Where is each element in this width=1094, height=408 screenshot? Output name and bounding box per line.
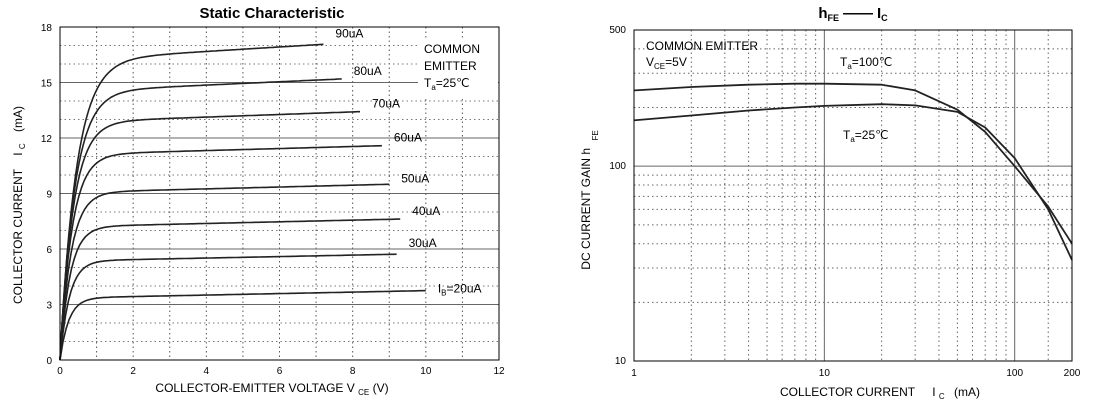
chart1-curve (59, 144, 382, 361)
chart2-ylabel-text: DC CURRENT GAIN h (579, 148, 593, 270)
chart1-ytick-label: 3 (46, 301, 52, 312)
chart1-curve-label: 80uA (354, 64, 382, 78)
chart1-title: Static Characteristic (199, 5, 344, 22)
chart1-xlabel-sub: CE (358, 388, 369, 397)
chart1-curve-label: 60uA (394, 131, 422, 145)
chart1-ytick-label: 12 (41, 134, 53, 145)
chart2-tick-labels: 1 10 100 200 10 100 500 (609, 25, 1080, 379)
chart1-xtick-label: 4 (204, 366, 210, 377)
static-characteristic-chart: Static Characteristic 0 2 4 6 8 10 12 0 3 6 9 12 15 1… (11, 5, 505, 398)
chart1-grid (60, 27, 499, 360)
chart2-ytick-label: 10 (615, 356, 627, 367)
chart1-ytick-label: 0 (46, 356, 52, 367)
chart1-ytick-label: 9 (46, 190, 52, 201)
chart1-ylabel-symbol-sub: C (18, 143, 27, 149)
chart1-plot-frame (59, 26, 500, 361)
chart1-xlabel-unit: (V) (373, 381, 389, 395)
chart1-curve-label: IB=20uA (438, 282, 482, 298)
chart1-tick-labels: 0 2 4 6 8 10 12 0 3 6 9 12 15 18 (41, 23, 505, 377)
chart1-curve-label: 50uA (401, 171, 429, 185)
chart1-cond-line3: Ta=25℃ (424, 76, 470, 92)
chart1-curve (59, 110, 360, 361)
chart2-xtick-label: 200 (1064, 368, 1081, 379)
chart1-ytick-label: 15 (41, 79, 53, 90)
chart1-cond-line1: COMMON (424, 42, 480, 56)
chart1-xtick-label: 10 (420, 366, 432, 377)
chart1-xtick-label: 6 (277, 366, 283, 377)
chart2-x-axis-label: COLLECTOR CURRENT I C (mA) (780, 385, 980, 402)
chart1-curve (59, 78, 342, 361)
chart1-curve-label: 30uA (409, 236, 437, 250)
chart2-curve-label: Ta=25℃ (843, 128, 889, 144)
chart2-xlabel-symbol: I (932, 385, 935, 399)
chart1-xtick-label: 0 (57, 366, 63, 377)
chart2-ytick-label: 500 (609, 25, 626, 36)
chart1-xtick-label: 12 (493, 366, 505, 377)
chart2-ytick-label: 100 (609, 161, 626, 172)
chart1-curve-label: 40uA (412, 204, 440, 218)
chart1-xtick-label: 8 (350, 366, 356, 377)
chart2-xtick-label: 10 (819, 368, 831, 379)
chart1-curve (59, 183, 390, 361)
chart1-curve-label: 70uA (372, 97, 400, 111)
chart2-xtick-label: 100 (1006, 368, 1023, 379)
svg-text:DC CURRENT GAIN h FE: DC CURRENT GAIN h FE (579, 130, 600, 269)
chart1-xlabel-text: COLLECTOR-EMITTER VOLTAGE V (155, 381, 354, 395)
chart2-xlabel-unit: (mA) (954, 385, 980, 399)
chart1-curves (59, 43, 426, 361)
chart2-curve-labels: Ta=100℃ Ta=25℃ (840, 55, 892, 144)
chart2-conditions: COMMON EMITTER VCE=5V (646, 39, 758, 71)
chart2-xtick-label: 1 (631, 368, 637, 379)
chart2-xlabel-text: COLLECTOR CURRENT (780, 385, 916, 399)
chart1-ylabel-text: COLLECTOR CURRENT (11, 168, 25, 304)
chart2-curve-label: Ta=100℃ (840, 55, 892, 71)
chart2-ylabel-sub: FE (591, 130, 600, 140)
chart1-curve (59, 253, 397, 361)
chart2-curve (633, 103, 1073, 261)
chart1-conditions: COMMON EMITTER Ta=25℃ (418, 38, 498, 96)
chart2-y-axis-label: DC CURRENT GAIN h FE (579, 130, 600, 269)
chart1-curve-labels: IB=20uA 30uA 40uA 50uA 60uA 70uA 80uA 90uA (335, 26, 481, 297)
chart1-x-axis-label: COLLECTOR-EMITTER VOLTAGE V CE (V) (155, 381, 388, 398)
chart2-plot-frame (633, 29, 1073, 362)
chart1-y-axis-label: COLLECTOR CURRENT I C (mA) (11, 106, 28, 304)
chart1-curve (59, 43, 324, 361)
chart2-xlabel-symbol-sub: C (939, 392, 945, 401)
chart1-ylabel-symbol: I (11, 152, 25, 155)
chart1-ytick-label: 18 (41, 23, 53, 34)
chart2-cond-line2: VCE=5V (646, 55, 687, 71)
chart2-title: hFE —— IC (818, 5, 888, 23)
chart1-ylabel-unit: (mA) (11, 106, 25, 132)
chart1-cond-line2: EMITTER (424, 59, 477, 73)
chart2-grid (634, 30, 1072, 361)
chart2-cond-line1: COMMON EMITTER (646, 39, 758, 53)
chart2-curves (633, 82, 1073, 261)
chart1-curve-label: 90uA (335, 26, 363, 40)
chart2-curve (633, 82, 1073, 245)
chart1-curve (59, 218, 401, 361)
chart1-curve (59, 289, 426, 361)
svg-text:COLLECTOR CURRENT I: COLLECTOR CURRENT I C (mA) (11, 106, 28, 304)
chart1-ytick-label: 6 (46, 245, 52, 256)
chart1-xtick-label: 2 (130, 366, 136, 377)
